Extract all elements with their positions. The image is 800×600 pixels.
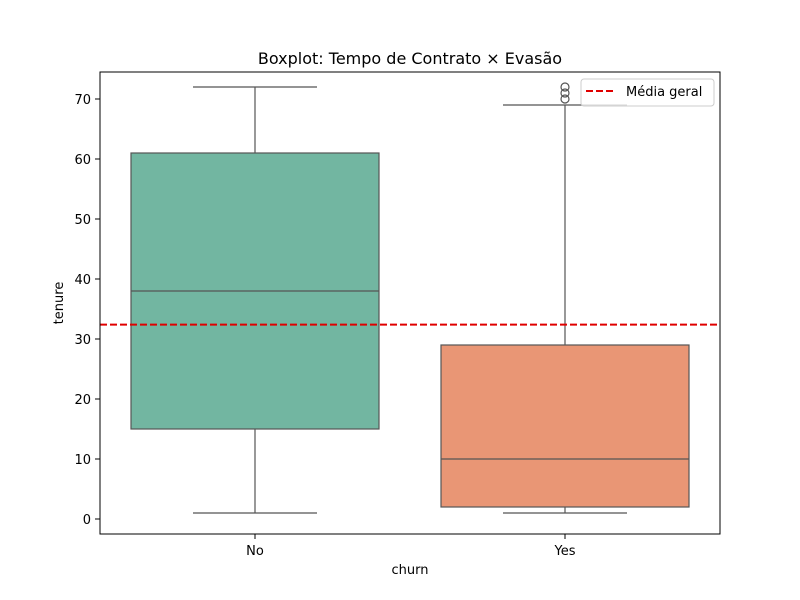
legend: Média geral	[580, 78, 715, 107]
y-tick-label: 10	[74, 453, 91, 468]
box-group-yes	[440, 82, 690, 514]
y-tick-label: 60	[74, 153, 91, 168]
plot-area	[100, 82, 720, 514]
y-tick-label: 0	[83, 513, 91, 528]
axes-frame	[99, 71, 721, 535]
legend-label: Média geral	[626, 85, 702, 100]
chart-title: Boxplot: Tempo de Contrato × Evasão	[258, 49, 562, 68]
y-axis: 0 10 20 30 40 50 60 70	[74, 93, 100, 528]
x-tick-label-no: No	[246, 544, 264, 559]
y-tick-label: 30	[74, 333, 91, 348]
y-tick-label: 70	[74, 93, 91, 108]
legend-frame	[580, 78, 715, 107]
outlier-point-yes	[560, 82, 570, 92]
y-tick-label: 40	[74, 273, 91, 288]
x-axis: No Yes	[246, 534, 576, 559]
outlier-point-yes	[560, 94, 570, 104]
x-axis-label: churn	[392, 563, 429, 578]
y-axis-label: tenure	[52, 282, 67, 325]
y-tick-label: 50	[74, 213, 91, 228]
y-tick-label: 20	[74, 393, 91, 408]
x-tick-label-yes: Yes	[554, 544, 576, 559]
box-yes	[440, 344, 690, 508]
outlier-point-yes	[560, 88, 570, 98]
box-group-no	[130, 86, 380, 514]
